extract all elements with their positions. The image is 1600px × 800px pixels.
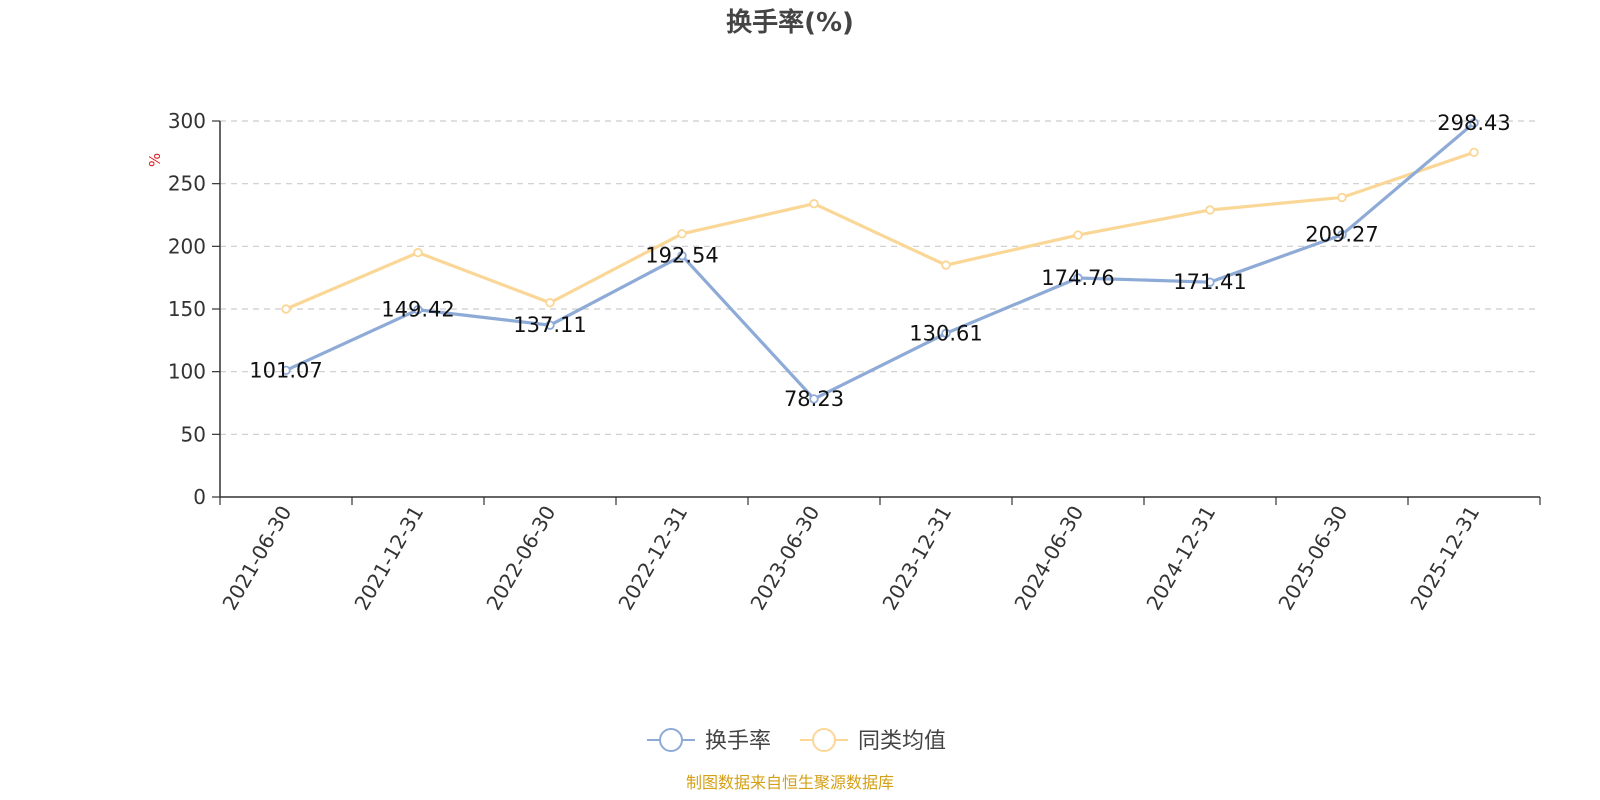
- x-axis-ticks: 2021-06-30 2021-12-31 2022-06-30 2022-12-31…: [217, 497, 1541, 615]
- series-point: [809, 199, 819, 209]
- x-tick-label: 2024-06-30: [1009, 502, 1088, 615]
- series-point: [1337, 230, 1347, 240]
- series-point: [1073, 230, 1083, 240]
- x-tick-label: 2022-06-30: [481, 502, 560, 615]
- series-point: [1205, 277, 1215, 287]
- chart-title: 换手率(%): [726, 7, 854, 38]
- legend-label: 换手率: [705, 729, 771, 754]
- y-axis-unit: %: [146, 153, 164, 167]
- series-point: [809, 394, 819, 404]
- series-point: [677, 229, 687, 239]
- y-tick-label: 250: [168, 172, 206, 196]
- data-labels: 101.07 149.42 137.11 192.54 78.23 130.61 174.7…: [249, 111, 1510, 411]
- series-point: [1073, 273, 1083, 283]
- series-point: [1337, 192, 1347, 203]
- series-point: [677, 250, 687, 261]
- x-tick-label: 2025-06-30: [1273, 502, 1352, 615]
- series-point: [281, 365, 291, 376]
- data-label: 171.41: [1173, 270, 1246, 294]
- x-tick-label: 2025-12-31: [1405, 502, 1484, 615]
- legend-marker: [659, 728, 683, 752]
- y-axis-ticks: 0 50 100 150 200 250 300: [168, 109, 220, 509]
- grid-lines: [220, 120, 1540, 435]
- data-label: 137.11: [513, 313, 586, 337]
- data-label: 192.54: [645, 244, 718, 268]
- data-label: 149.42: [381, 298, 454, 322]
- y-tick-label: 0: [193, 485, 206, 509]
- x-tick-label: 2022-12-31: [613, 502, 692, 615]
- series-point: [1469, 118, 1479, 128]
- x-tick-label: 2021-12-31: [349, 502, 428, 615]
- x-tick-label: 2023-06-30: [745, 502, 824, 615]
- series-point: [413, 247, 423, 258]
- x-tick-label: 2024-12-31: [1141, 502, 1220, 615]
- data-label: 78.23: [784, 387, 844, 411]
- y-tick-label: 300: [168, 109, 206, 133]
- data-label: 298.43: [1437, 111, 1510, 135]
- data-label: 130.61: [909, 321, 982, 345]
- series-line: [285, 121, 1476, 401]
- source-note: 制图数据来自恒生聚源数据库: [686, 773, 894, 792]
- data-label: 209.27: [1305, 223, 1378, 247]
- data-label: 101.07: [249, 358, 322, 382]
- series-point: [545, 320, 555, 330]
- series-point: [545, 298, 555, 308]
- y-tick-label: 200: [168, 234, 206, 258]
- y-tick-label: 100: [168, 360, 206, 384]
- series-point: [281, 304, 291, 314]
- series-point: [1469, 147, 1479, 158]
- series-point: [1205, 205, 1215, 215]
- legend-marker: [812, 728, 836, 752]
- x-tick-label: 2023-12-31: [877, 502, 956, 615]
- y-tick-label: 150: [168, 297, 206, 321]
- legend-label: 同类均值: [858, 729, 946, 754]
- series-point: [941, 328, 951, 339]
- x-tick-label: 2021-06-30: [217, 502, 296, 615]
- series-point: [413, 305, 423, 315]
- series-point: [941, 260, 951, 270]
- legend: 换手率 同类均值: [647, 728, 946, 754]
- series-layer: [281, 118, 1479, 404]
- series-line: [285, 150, 1475, 311]
- data-label: 174.76: [1041, 266, 1114, 290]
- y-tick-label: 50: [181, 422, 206, 446]
